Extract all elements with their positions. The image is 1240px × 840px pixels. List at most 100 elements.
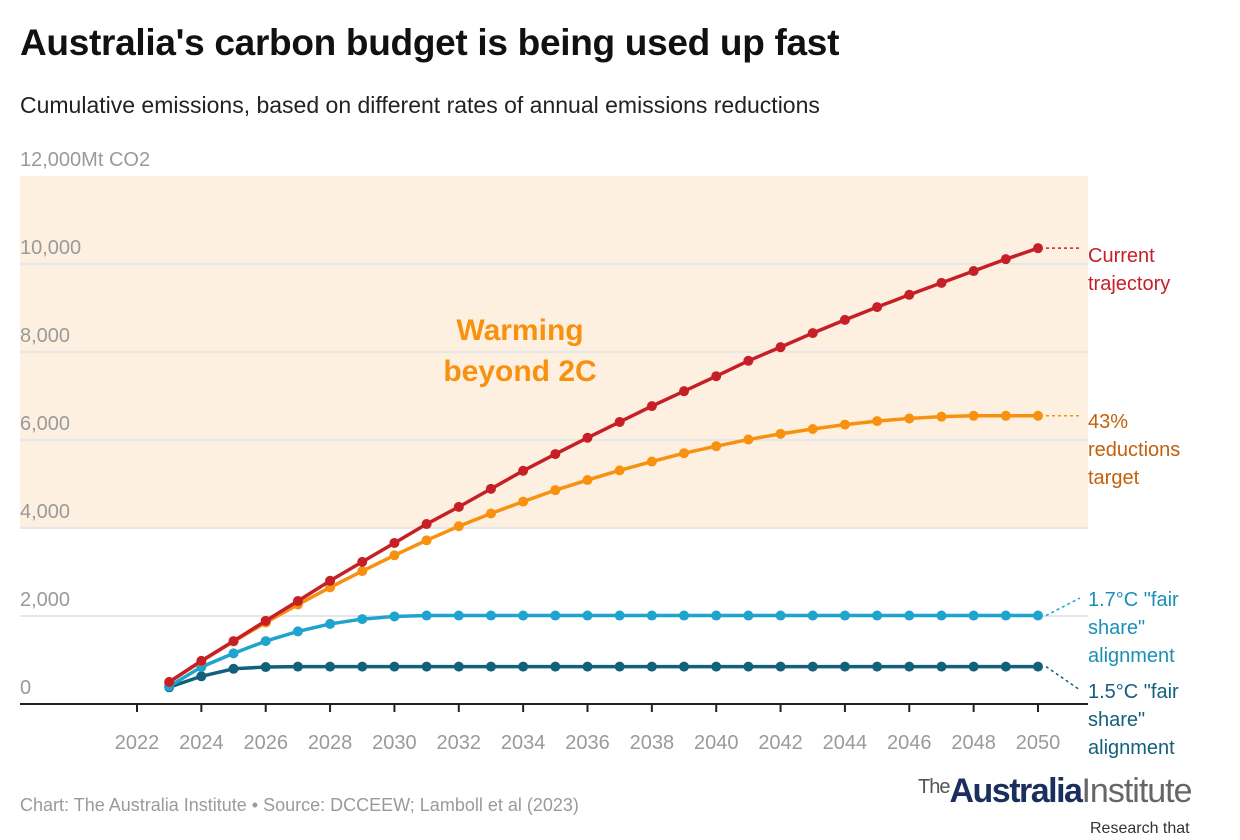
data-point	[711, 661, 722, 672]
data-point	[325, 661, 336, 672]
australia-institute-logo: TheAustraliaInstitute	[918, 772, 1193, 811]
source-note: Chart: The Australia Institute • Source:…	[20, 795, 579, 815]
data-point	[1033, 243, 1043, 254]
data-point	[711, 610, 722, 621]
x-tick-label: 2040	[694, 732, 739, 754]
data-point	[807, 610, 818, 621]
label-connector	[1045, 597, 1081, 617]
data-point	[614, 416, 625, 427]
data-point	[485, 508, 496, 519]
data-point	[389, 537, 400, 548]
data-point	[936, 277, 947, 288]
band-label: beyond 2C	[443, 355, 596, 388]
x-tick-label: 2026	[243, 732, 288, 754]
data-point	[646, 401, 657, 412]
data-point	[1033, 610, 1043, 621]
data-point	[679, 448, 690, 459]
data-point	[421, 610, 432, 621]
data-point	[807, 661, 818, 672]
x-tick-label: 2046	[887, 732, 932, 754]
data-point	[646, 456, 657, 467]
y-tick-label: 10,000	[20, 237, 81, 259]
data-point	[550, 449, 561, 460]
data-point	[260, 615, 271, 626]
data-point	[711, 441, 722, 452]
data-point	[421, 661, 432, 672]
data-point	[968, 266, 979, 277]
data-point	[292, 626, 303, 637]
data-point	[1033, 410, 1043, 421]
data-point	[582, 475, 593, 486]
data-point	[453, 521, 464, 532]
x-tick-label: 2036	[565, 732, 610, 754]
series-label: alignment	[1088, 645, 1175, 667]
data-point	[550, 661, 561, 672]
series-label: trajectory	[1088, 273, 1170, 295]
data-point	[357, 661, 368, 672]
series-label: 1.7°C "fair	[1088, 589, 1179, 611]
series-label: 43%	[1088, 411, 1128, 433]
x-tick-label: 2038	[630, 732, 675, 754]
data-point	[743, 610, 754, 621]
series-label: reductions	[1088, 439, 1180, 461]
data-point	[453, 610, 464, 621]
data-point	[389, 611, 400, 622]
data-point	[936, 411, 947, 422]
data-point	[904, 661, 915, 672]
data-point	[357, 566, 368, 577]
data-point	[453, 661, 464, 672]
data-point	[839, 661, 850, 672]
data-point	[743, 434, 754, 445]
data-point	[614, 661, 625, 672]
data-point	[679, 610, 690, 621]
data-point	[292, 596, 303, 607]
data-point	[968, 661, 979, 672]
data-point	[421, 519, 432, 530]
data-point	[775, 428, 786, 439]
logo-the: The	[918, 776, 950, 798]
data-point	[260, 662, 271, 673]
data-point	[453, 501, 464, 512]
data-point	[936, 661, 947, 672]
data-point	[582, 661, 593, 672]
data-point	[325, 618, 336, 629]
data-point	[839, 419, 850, 430]
data-point	[196, 671, 207, 682]
data-point	[421, 535, 432, 546]
data-point	[614, 465, 625, 476]
data-point	[389, 550, 400, 561]
logo-australia: Australia	[949, 772, 1083, 810]
series-label: share"	[1088, 709, 1145, 731]
data-point	[1000, 254, 1011, 265]
data-point	[646, 610, 657, 621]
data-point	[904, 413, 915, 424]
data-point	[872, 661, 883, 672]
data-point	[196, 655, 207, 666]
x-tick-label: 2024	[179, 732, 224, 754]
y-tick-label: 12,000Mt CO2	[20, 149, 150, 171]
data-point	[904, 289, 915, 300]
data-point	[614, 610, 625, 621]
data-point	[550, 485, 561, 496]
data-point	[807, 328, 818, 339]
data-point	[485, 483, 496, 494]
chart-subtitle: Cumulative emissions, based on different…	[20, 92, 820, 118]
data-point	[775, 661, 786, 672]
data-point	[968, 410, 979, 421]
data-point	[228, 648, 239, 659]
data-point	[518, 661, 529, 672]
x-tick-label: 2050	[1016, 732, 1061, 754]
data-point	[936, 610, 947, 621]
band-label: Warming	[456, 314, 583, 347]
data-point	[582, 432, 593, 443]
data-point	[389, 661, 400, 672]
data-point	[260, 636, 271, 647]
data-point	[164, 677, 175, 687]
label-connector	[1045, 665, 1081, 691]
series-label: alignment	[1088, 737, 1175, 759]
data-point	[1000, 610, 1011, 621]
x-tick-label: 2044	[823, 732, 868, 754]
data-point	[1000, 661, 1011, 672]
series-label: Current	[1088, 245, 1155, 267]
data-point	[357, 556, 368, 567]
